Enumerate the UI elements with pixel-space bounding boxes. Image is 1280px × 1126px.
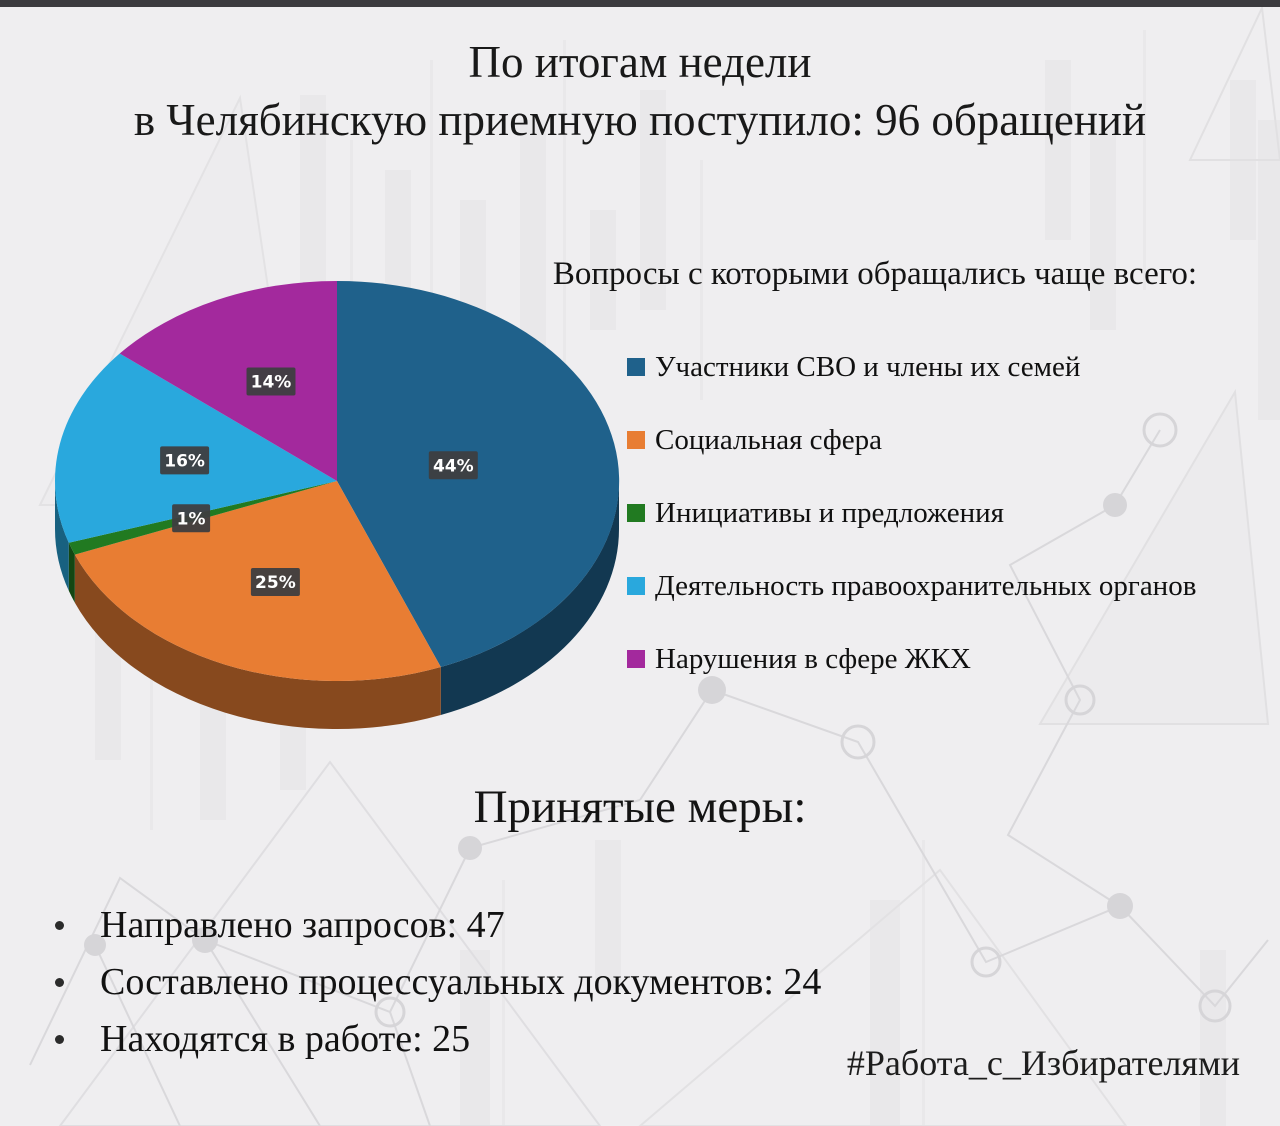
hashtag: #Работа_с_Избирателями [846,1043,1240,1083]
page-title-line2: в Челябинскую приемную поступило: 96 обр… [133,94,1147,145]
legend-item: Социальная сфера [627,423,1196,457]
legend-item: Участники СВО и члены их семей [627,350,1196,384]
measure-text: Находятся в работе: 25 [100,1018,471,1060]
svg-text:1%: 1% [177,509,206,529]
svg-text:25%: 25% [255,573,296,593]
legend-item-label: Социальная сфера [655,423,882,456]
measure-text: Составлено процессуальных документов: 24 [100,961,822,1003]
legend-swatch-icon [627,650,645,668]
measures-heading: Принятые меры: [473,781,807,833]
legend-swatch-icon [627,504,645,522]
legend-swatch-icon [627,358,645,376]
legend-swatch-icon [627,431,645,449]
legend-item: Деятельность правоохранительных органов [627,569,1196,603]
page-title: По итогам недели в Челябинскую приемную … [0,34,1280,149]
legend-swatch-icon [627,577,645,595]
top-border [0,0,1280,7]
bullet-dot-icon [55,920,64,930]
legend-item-label: Участники СВО и члены их семей [655,350,1081,383]
bullet-dot-icon [55,977,64,987]
list-item: Находятся в работе: 25 [55,1017,821,1061]
svg-text:14%: 14% [251,373,292,393]
measure-text: Направлено запросов: 47 [100,904,505,946]
legend-heading: Вопросы с которыми обращались чаще всего… [552,256,1198,292]
pie-chart-svg: 44% 25% 1% 16% 14% [54,280,620,730]
svg-text:16%: 16% [164,451,205,471]
legend-item-label: Инициативы и предложения [655,496,1004,529]
legend-item: Инициативы и предложения [627,496,1196,530]
svg-text:44%: 44% [433,456,474,476]
list-item: Составлено процессуальных документов: 24 [55,960,821,1004]
legend: Участники СВО и члены их семей Социальна… [627,350,1196,715]
page-title-line1: По итогам недели [468,37,812,87]
pie-chart: 44% 25% 1% 16% 14% [0,260,680,770]
legend-item-label: Нарушения в сфере ЖКХ [655,642,971,675]
legend-item-label: Деятельность правоохранительных органов [655,569,1197,602]
measures-list: Направлено запросов: 47 Составлено проце… [55,903,821,1074]
legend-item: Нарушения в сфере ЖКХ [627,642,1196,676]
list-item: Направлено запросов: 47 [55,903,821,947]
bullet-dot-icon [55,1034,64,1044]
